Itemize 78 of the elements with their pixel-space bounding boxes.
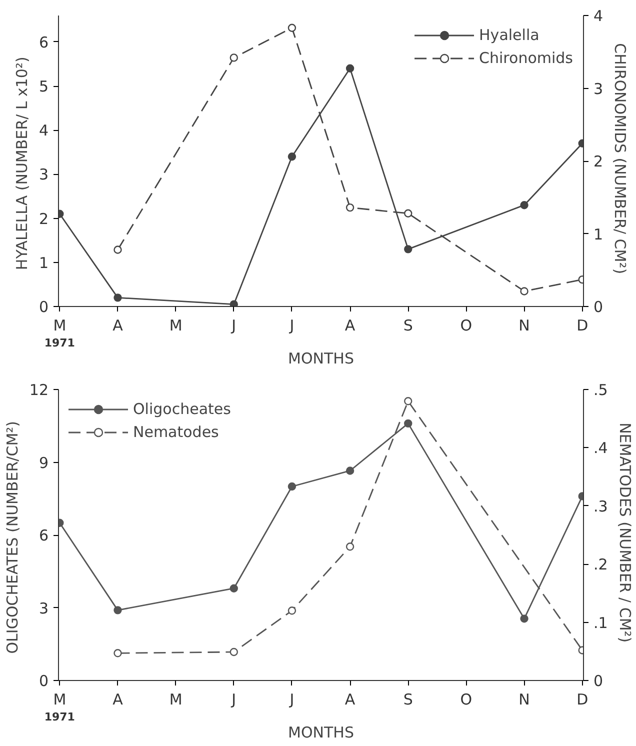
legend-label: Nematodes <box>133 423 219 441</box>
x-tick-label: N <box>518 316 530 334</box>
x-tick-label: M <box>169 690 182 708</box>
x-tick-label: A <box>344 316 356 334</box>
y2-tick-label: 2 <box>594 152 604 170</box>
text: 1971 <box>44 710 75 724</box>
y-tick-label: 6 <box>38 526 49 544</box>
point <box>404 419 412 428</box>
x-tick-label: M <box>53 690 66 708</box>
x-tick-label: A <box>344 690 356 708</box>
x-tick-label: J <box>230 316 236 334</box>
legend-label: Hyalella <box>479 26 540 44</box>
y-tick-label: 0 <box>38 672 49 690</box>
point <box>114 246 122 254</box>
legend-label: Chironomids <box>479 49 573 67</box>
point <box>346 203 354 212</box>
y2-tick-label: .3 <box>594 497 608 516</box>
y2-axis-title: NEMATODES (NUMBER / CM²) <box>616 422 634 643</box>
x-tick-label: M <box>169 316 182 334</box>
y-tick-label: 12 <box>29 381 49 399</box>
x-tick-label: M <box>53 316 66 334</box>
y-tick-label: 0 <box>38 298 49 316</box>
y-axis-title: OLIGOCHEATES (NUMBER/CM²) <box>3 420 22 654</box>
x-tick-label: J <box>288 316 294 334</box>
x-tick-label: J <box>288 690 294 708</box>
point <box>346 542 354 551</box>
point <box>230 584 238 592</box>
point <box>520 614 528 623</box>
x-tick-label: S <box>403 316 413 334</box>
point <box>520 201 528 210</box>
point <box>114 649 122 658</box>
point <box>230 54 238 62</box>
y2-tick-label: .1 <box>594 614 608 632</box>
point <box>114 606 122 614</box>
point <box>288 606 296 615</box>
y2-tick-label: 4 <box>594 7 604 25</box>
x-tick-label: S <box>403 690 413 708</box>
point <box>404 397 412 406</box>
y-tick-label: 1 <box>38 254 49 272</box>
y-tick-label: 6 <box>38 33 49 52</box>
y-tick-label: 3 <box>38 599 49 618</box>
y-tick-label: 5 <box>38 78 49 96</box>
point <box>404 245 412 254</box>
point <box>288 482 296 491</box>
text: 1971 <box>44 336 75 350</box>
y2-tick-label: 1 <box>594 225 604 244</box>
point <box>346 64 354 72</box>
y2-tick-label: 3 <box>594 80 604 98</box>
point <box>114 294 122 302</box>
x-tick-label: J <box>230 690 236 708</box>
y2-tick-label: .5 <box>594 381 608 399</box>
x-axis-title: MONTHS <box>288 724 354 742</box>
point <box>288 24 296 32</box>
x-tick-label: O <box>460 690 472 708</box>
x-axis-title: MONTHS <box>288 350 354 368</box>
point <box>346 466 354 475</box>
x-tick-label: O <box>460 316 472 334</box>
x-tick-label: N <box>518 690 530 708</box>
y-tick-label: 9 <box>38 454 49 472</box>
point <box>520 287 528 296</box>
y-tick-label: 4 <box>38 122 49 140</box>
point <box>230 300 238 306</box>
y2-tick-label: .4 <box>594 439 608 458</box>
y2-tick-label: 0 <box>594 298 604 316</box>
point <box>404 209 412 218</box>
x-tick-label: D <box>576 316 588 334</box>
y2-tick-label: .2 <box>594 556 608 574</box>
x-tick-label: D <box>576 690 588 708</box>
y-axis-title: HYALELLA (NUMBER/ L x10²) <box>12 56 31 270</box>
legend-label: Oligocheates <box>133 400 231 418</box>
y-tick-label: 2 <box>38 210 49 228</box>
point <box>230 648 238 656</box>
y2-tick-label: 0 <box>594 672 604 690</box>
point <box>288 152 296 161</box>
x-tick-label: A <box>112 316 124 334</box>
y2-axis-title: CHIRONOMIDS (NUMBER/ CM²) <box>611 43 630 274</box>
y-tick-label: 3 <box>38 166 49 184</box>
x-tick-label: A <box>112 690 124 708</box>
